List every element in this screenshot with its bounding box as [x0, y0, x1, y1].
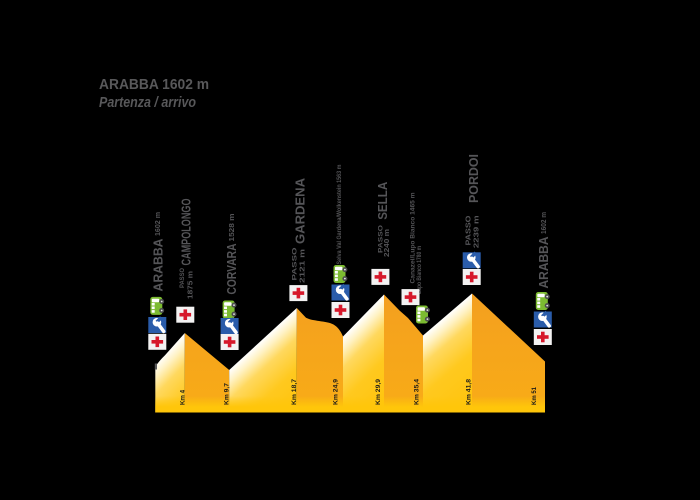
svg-text:Km 9,7: Km 9,7 [223, 383, 230, 405]
svg-text:1875 m: 1875 m [188, 271, 195, 299]
svg-text:Km 24,9: Km 24,9 [333, 379, 340, 405]
svg-text:ARABBA 1602 m: ARABBA 1602 m [99, 76, 209, 93]
svg-text:Km 41,8: Km 41,8 [466, 379, 473, 405]
svg-text:Canazei/Lupo Bianco 1465 m: Canazei/Lupo Bianco 1465 m [411, 193, 417, 284]
svg-text:1528 m: 1528 m [229, 214, 236, 242]
svg-text:PASSO: PASSO [377, 225, 384, 253]
svg-text:1602 m: 1602 m [155, 212, 162, 236]
svg-text:PORDOI: PORDOI [466, 154, 481, 203]
svg-text:SELLA: SELLA [375, 181, 390, 220]
svg-text:2240 m: 2240 m [384, 229, 391, 257]
svg-text:2121 m: 2121 m [300, 249, 307, 283]
svg-text:2239 m: 2239 m [472, 215, 481, 248]
svg-text:GARDENA: GARDENA [293, 177, 308, 244]
svg-text:ARABBA: ARABBA [536, 236, 551, 289]
svg-text:1602 m: 1602 m [541, 212, 548, 234]
svg-text:Partenza / arrivo: Partenza / arrivo [99, 94, 196, 111]
svg-text:CORVARA: CORVARA [224, 243, 239, 294]
svg-text:Km 18,7: Km 18,7 [291, 379, 298, 405]
svg-text:Lupo Bianco 1780 m: Lupo Bianco 1780 m [417, 246, 423, 294]
svg-text:PASSO: PASSO [466, 215, 473, 246]
svg-text:Km 51: Km 51 [531, 387, 538, 405]
svg-text:CAMPOLONGO: CAMPOLONGO [179, 199, 194, 266]
svg-text:Km 29,9: Km 29,9 [375, 379, 382, 405]
svg-text:ARABBA: ARABBA [151, 238, 166, 292]
svg-text:PASSO: PASSO [179, 268, 186, 288]
svg-text:Km 4: Km 4 [179, 390, 186, 405]
svg-text:PASSO: PASSO [292, 248, 299, 281]
svg-text:Selva Val Gardena/Wolkenstein: Selva Val Gardena/Wolkenstein 1563 m [337, 165, 343, 265]
svg-text:Km 35,4: Km 35,4 [414, 379, 421, 405]
